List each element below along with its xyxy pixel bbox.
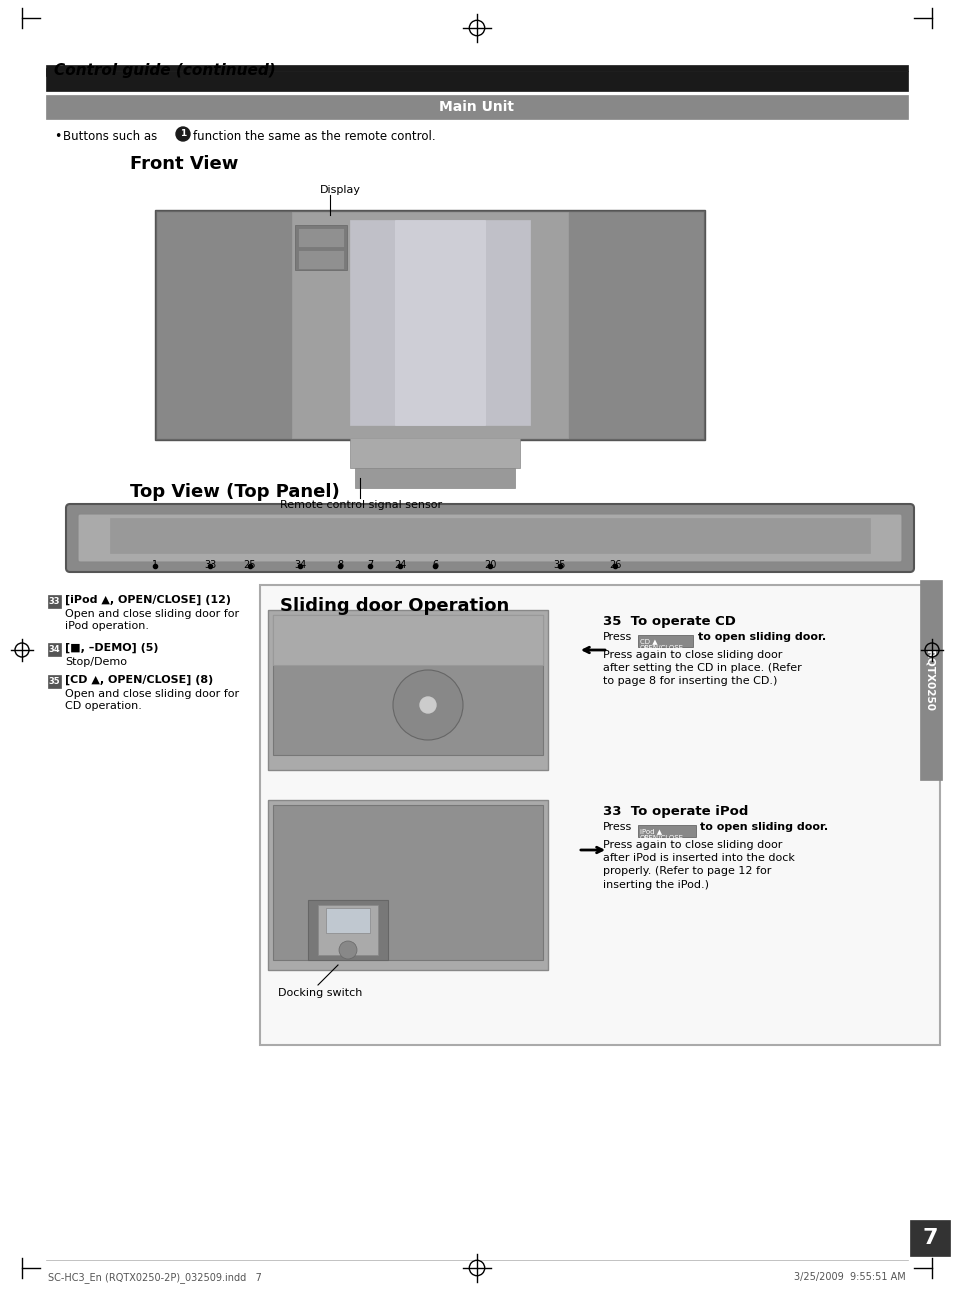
Text: [CD ▲, OPEN/CLOSE] (8): [CD ▲, OPEN/CLOSE] (8): [65, 675, 213, 685]
Text: 1: 1: [152, 560, 158, 569]
Bar: [46, 68, 54, 75]
Text: 20: 20: [483, 560, 496, 569]
Bar: [48, 675, 61, 688]
Text: [■, –DEMO] (5): [■, –DEMO] (5): [65, 644, 158, 654]
Bar: [567, 212, 702, 438]
Text: Open and close sliding door for
CD operation.: Open and close sliding door for CD opera…: [65, 689, 239, 711]
Text: iPod ▲
OPEN/CLOSE: iPod ▲ OPEN/CLOSE: [639, 828, 683, 841]
Text: Press: Press: [602, 632, 632, 642]
Bar: [395, 220, 484, 425]
Circle shape: [175, 127, 190, 140]
Bar: [297, 250, 344, 269]
Text: Main Unit: Main Unit: [439, 100, 514, 114]
Text: CD ▲
OPEN/CLOSE: CD ▲ OPEN/CLOSE: [639, 638, 683, 651]
Text: 34: 34: [294, 560, 306, 569]
Text: Display: Display: [319, 185, 360, 195]
Text: 3/25/2009  9:55:51 AM: 3/25/2009 9:55:51 AM: [794, 1271, 905, 1282]
Text: Press again to close sliding door
after iPod is inserted into the dock
properly.: Press again to close sliding door after …: [602, 840, 794, 889]
Bar: [268, 610, 547, 770]
Bar: [46, 72, 907, 91]
Circle shape: [393, 670, 462, 740]
Bar: [154, 211, 704, 439]
Text: [iPod ▲, OPEN/CLOSE] (12): [iPod ▲, OPEN/CLOSE] (12): [65, 595, 231, 606]
Text: 35: 35: [49, 677, 60, 686]
FancyBboxPatch shape: [78, 514, 901, 562]
Text: 1: 1: [180, 130, 186, 139]
Bar: [638, 634, 692, 647]
Bar: [350, 438, 519, 468]
Text: Open and close sliding door for
iPod operation.: Open and close sliding door for iPod ope…: [65, 608, 239, 630]
Text: 6: 6: [432, 560, 437, 569]
Bar: [350, 220, 530, 425]
Circle shape: [338, 941, 356, 959]
FancyBboxPatch shape: [66, 504, 913, 572]
Text: 8: 8: [336, 560, 343, 569]
Text: 33  To operate iPod: 33 To operate iPod: [602, 805, 747, 818]
Text: Press: Press: [602, 822, 632, 832]
Text: Docking switch: Docking switch: [277, 988, 362, 998]
Bar: [919, 580, 941, 780]
Text: 7: 7: [922, 1228, 937, 1248]
Text: 35: 35: [554, 560, 565, 569]
Text: 24: 24: [394, 560, 406, 569]
Bar: [355, 468, 515, 488]
Bar: [273, 615, 542, 666]
Text: 7: 7: [367, 560, 373, 569]
Text: function the same as the remote control.: function the same as the remote control.: [193, 130, 436, 143]
Text: Buttons such as: Buttons such as: [63, 130, 157, 143]
Bar: [909, 1219, 949, 1256]
Bar: [48, 644, 61, 656]
Text: 34: 34: [49, 645, 60, 654]
Bar: [260, 585, 939, 1045]
Text: Stop/Demo: Stop/Demo: [65, 656, 127, 667]
Text: Sliding door Operation: Sliding door Operation: [280, 597, 509, 615]
Bar: [317, 905, 377, 956]
Bar: [48, 595, 61, 608]
Bar: [273, 615, 542, 755]
Text: Remote control signal sensor: Remote control signal sensor: [280, 500, 441, 510]
Bar: [268, 800, 547, 970]
Text: SC-HC3_En (RQTX0250-2P)_032509.indd   7: SC-HC3_En (RQTX0250-2P)_032509.indd 7: [48, 1271, 262, 1283]
Bar: [46, 95, 907, 120]
Text: Control guide (continued): Control guide (continued): [54, 62, 275, 78]
Text: to open sliding door.: to open sliding door.: [698, 632, 825, 642]
Text: Front View: Front View: [130, 155, 238, 173]
Bar: [157, 212, 292, 438]
Bar: [326, 907, 370, 933]
Text: 26: 26: [608, 560, 620, 569]
Bar: [294, 225, 347, 270]
Text: 35  To operate CD: 35 To operate CD: [602, 615, 735, 628]
Bar: [297, 227, 344, 247]
Bar: [273, 805, 542, 959]
Text: 25: 25: [244, 560, 256, 569]
Text: Press again to close sliding door
after setting the CD in place. (Refer
to page : Press again to close sliding door after …: [602, 650, 801, 686]
Bar: [292, 212, 567, 438]
Text: RQTX0250: RQTX0250: [924, 650, 934, 711]
Text: Top View (Top Panel): Top View (Top Panel): [130, 484, 339, 501]
Text: 33: 33: [49, 597, 60, 606]
Text: •: •: [54, 130, 61, 143]
Bar: [308, 900, 388, 959]
Circle shape: [419, 697, 436, 712]
Text: 33: 33: [204, 560, 216, 569]
Text: to open sliding door.: to open sliding door.: [700, 822, 827, 832]
Bar: [110, 517, 869, 552]
Bar: [638, 826, 696, 837]
Bar: [46, 65, 907, 72]
